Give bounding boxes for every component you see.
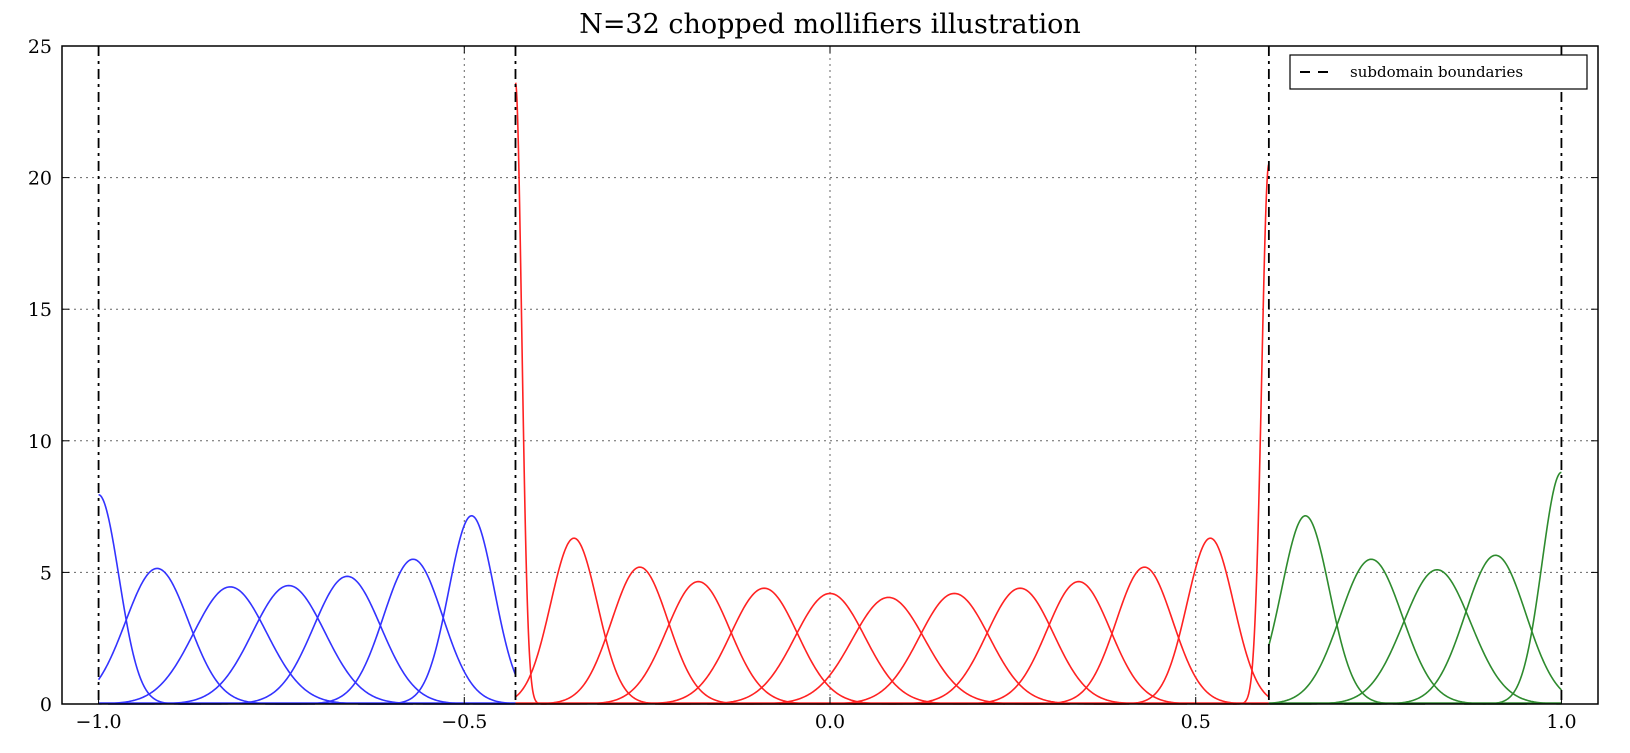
- x-tick-label-3: 0.5: [1181, 711, 1211, 733]
- x-tick-label-4: 1.0: [1546, 711, 1576, 733]
- legend-label-boundary: subdomain boundaries: [1350, 63, 1523, 81]
- y-tick-label-3: 15: [28, 299, 52, 321]
- x-tick-label-2: 0.0: [815, 711, 845, 733]
- y-tick-label-4: 20: [28, 168, 52, 190]
- legend-box: [1289, 54, 1588, 90]
- y-tick-label-2: 10: [28, 431, 52, 453]
- y-tick-label-0: 0: [40, 694, 52, 716]
- legend: subdomain boundaries: [1289, 54, 1588, 90]
- y-tick-label-5: 25: [28, 36, 52, 58]
- x-tick-label-0: −1.0: [76, 711, 122, 733]
- chart-title: N=32 chopped mollifiers illustration: [579, 9, 1081, 40]
- y-tick-label-1: 5: [40, 562, 52, 584]
- x-tick-label-1: −0.5: [441, 711, 487, 733]
